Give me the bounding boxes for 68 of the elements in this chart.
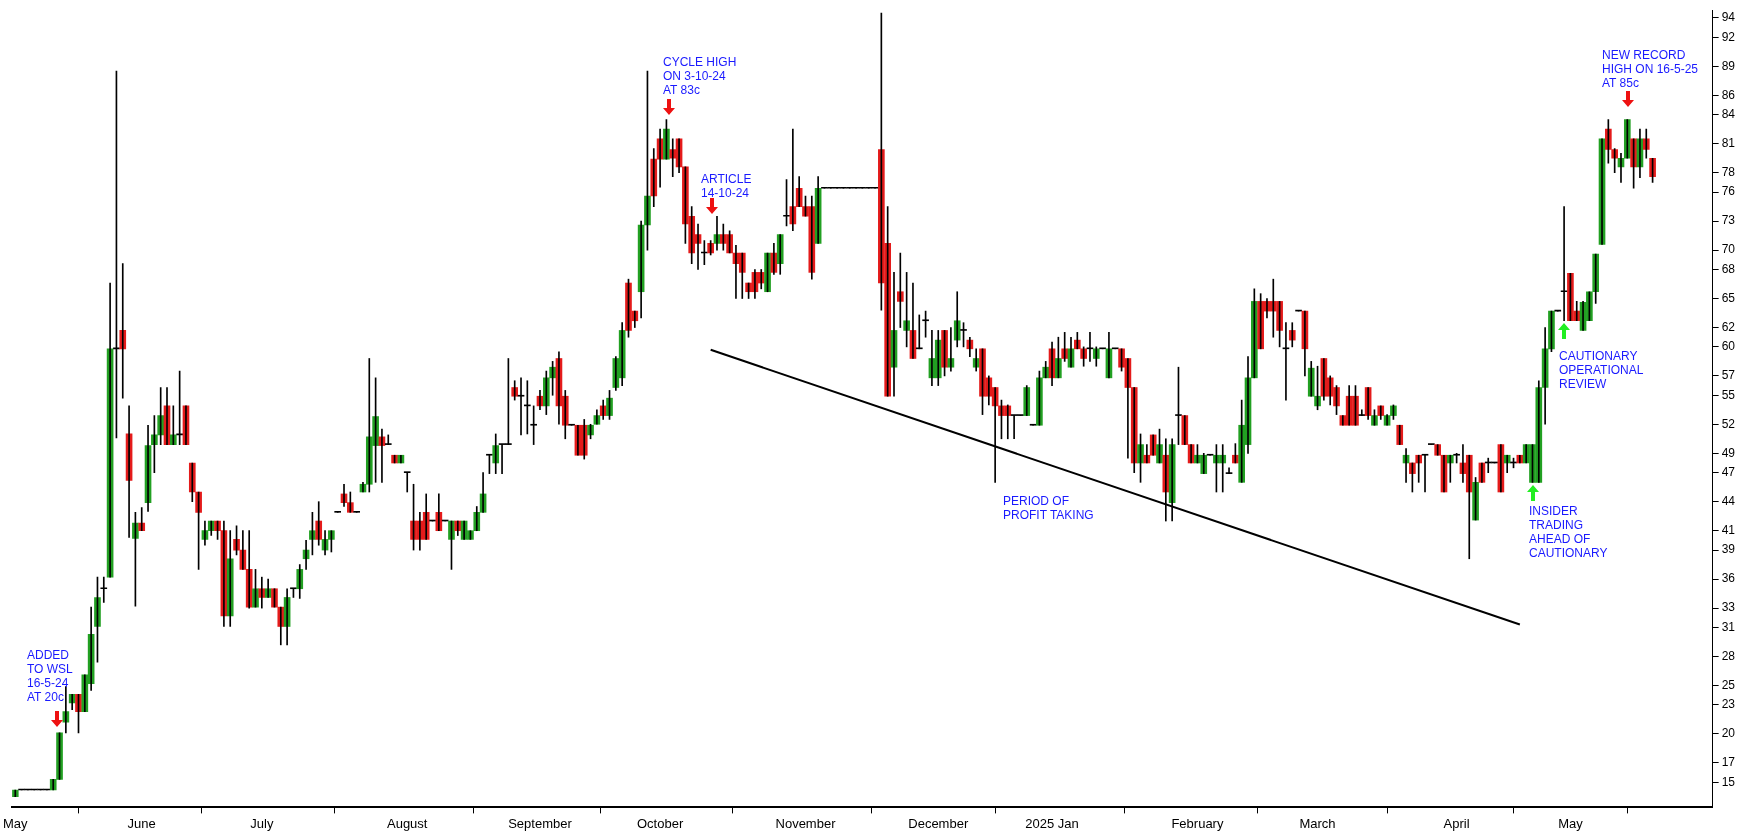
x-tick-label: March — [1299, 815, 1336, 831]
x-tick-label: November — [775, 815, 837, 831]
candlestick — [1111, 347, 1119, 350]
y-tick-label: 81 — [1721, 136, 1736, 151]
x-tick-label: June — [127, 815, 156, 831]
y-tick-label: 52 — [1721, 416, 1736, 431]
x-tick-label: April — [1443, 815, 1470, 831]
x-tick-label: May — [3, 815, 29, 831]
candlestick — [568, 423, 575, 426]
y-tick-label: 73 — [1721, 213, 1736, 228]
y-tick-label: 78 — [1721, 165, 1736, 180]
y-tick-label: 84 — [1721, 107, 1736, 121]
y-tick-label: 20 — [1721, 726, 1736, 741]
y-tick-label: 76 — [1721, 184, 1736, 199]
candlestick — [334, 510, 342, 513]
x-tick-label: October — [636, 815, 684, 831]
candlestick — [100, 576, 108, 603]
candlestick — [1099, 347, 1106, 350]
candlestick — [1206, 453, 1214, 456]
y-tick-label: 44 — [1721, 493, 1736, 508]
candlestick — [915, 314, 923, 350]
candlestick — [353, 510, 360, 513]
y-tick-label: 47 — [1721, 464, 1736, 479]
y-tick-label: 89 — [1721, 58, 1736, 73]
candlestick — [1029, 423, 1037, 426]
y-tick-label: 31 — [1721, 619, 1736, 634]
candlestick — [1421, 453, 1429, 493]
y-tick-label: 17 — [1721, 755, 1736, 770]
y-tick-label: 25 — [1721, 677, 1736, 692]
y-tick-label: 68 — [1721, 261, 1736, 276]
annotation: PERIOD OF PROFIT TAKING — [1003, 494, 1094, 522]
x-tick-label: February — [1171, 815, 1224, 831]
y-tick-label: 15 — [1721, 774, 1736, 789]
y-tick-label: 49 — [1721, 445, 1736, 460]
y-tick-label: 65 — [1721, 290, 1736, 305]
x-tick-label: December — [908, 815, 969, 831]
annotation: INSIDER TRADING AHEAD OF CAUTIONARY — [1529, 504, 1608, 560]
y-tick-label: 41 — [1721, 523, 1736, 538]
annotation: ARTICLE 14-10-24 — [701, 172, 752, 200]
y-tick-label: 57 — [1721, 368, 1736, 383]
y-tick-label: 28 — [1721, 648, 1736, 663]
x-tick-label: September — [508, 815, 573, 831]
x-tick-label: August — [386, 815, 428, 831]
candlestick — [1396, 424, 1404, 445]
y-tick-label: 62 — [1721, 319, 1736, 334]
annotation: CAUTIONARY OPERATIONAL REVIEW — [1559, 349, 1644, 391]
x-tick-label: July — [250, 815, 274, 831]
y-tick-label: 23 — [1721, 697, 1736, 712]
y-tick-label: 36 — [1721, 571, 1736, 586]
candlestick — [397, 454, 405, 464]
y-tick-label: 60 — [1721, 339, 1736, 354]
y-tick-label: 33 — [1721, 600, 1736, 615]
x-tick-label: May — [1558, 815, 1584, 831]
y-tick-label: 70 — [1721, 242, 1736, 257]
y-tick-label: 86 — [1721, 87, 1736, 102]
candlestick — [384, 434, 392, 445]
candlestick — [1358, 409, 1366, 416]
annotation: CYCLE HIGH ON 3-10-24 AT 83c — [663, 55, 737, 97]
candlestick — [1478, 462, 1486, 483]
candlestick — [1598, 138, 1606, 245]
y-tick-label: 94 — [1721, 10, 1736, 25]
candlestick — [403, 471, 411, 493]
y-tick-label: 55 — [1721, 387, 1736, 402]
annotation: ADDED TO WSL 16-5-24 AT 20c — [27, 648, 73, 704]
x-tick-label: 2025 Jan — [1025, 815, 1079, 831]
y-tick-label: 39 — [1721, 542, 1736, 557]
annotation: NEW RECORD HIGH ON 16-5-25 AT 85c — [1602, 48, 1699, 90]
y-tick-label: 92 — [1721, 29, 1736, 44]
